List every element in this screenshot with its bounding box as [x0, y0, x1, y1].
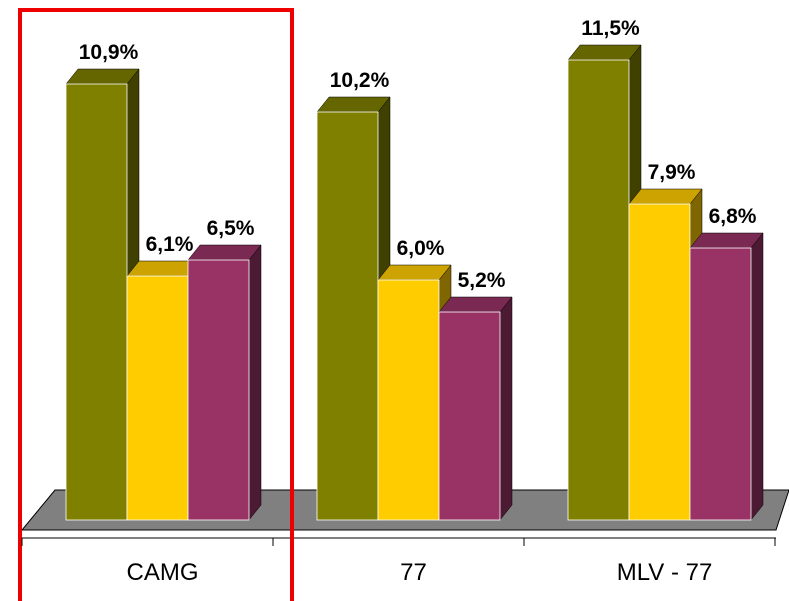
bar	[316, 111, 379, 521]
x-tick-label: 77	[400, 559, 427, 586]
bar-top	[438, 296, 513, 313]
highlight-box	[18, 8, 294, 601]
value-label: 6,8%	[709, 205, 757, 228]
bar	[126, 275, 189, 521]
bar	[689, 247, 752, 521]
bar-side	[499, 296, 513, 521]
value-label: 7,9%	[648, 161, 696, 184]
value-label: 6,0%	[397, 237, 445, 260]
bar-side	[750, 232, 764, 521]
bar	[438, 311, 501, 521]
bar-top	[65, 68, 140, 85]
bar-top	[316, 96, 391, 113]
bar-top	[689, 232, 764, 249]
bar-top	[628, 188, 703, 205]
bar-top	[187, 244, 262, 261]
value-label: 10,2%	[330, 69, 390, 92]
bar	[65, 83, 128, 521]
value-label: 10,9%	[79, 41, 139, 64]
bar-top	[567, 44, 642, 61]
value-label: 6,1%	[146, 233, 194, 256]
value-label: 11,5%	[581, 17, 640, 40]
value-label: 6,5%	[207, 217, 255, 240]
x-tick-label: MLV - 77	[617, 559, 713, 586]
value-label: 5,2%	[458, 269, 506, 292]
bar-side	[248, 244, 262, 521]
bar	[377, 279, 440, 521]
bar	[187, 259, 250, 521]
bar-top	[377, 264, 452, 281]
x-tick-label: CAMG	[127, 559, 199, 586]
bar	[628, 203, 691, 521]
bar	[567, 59, 630, 521]
